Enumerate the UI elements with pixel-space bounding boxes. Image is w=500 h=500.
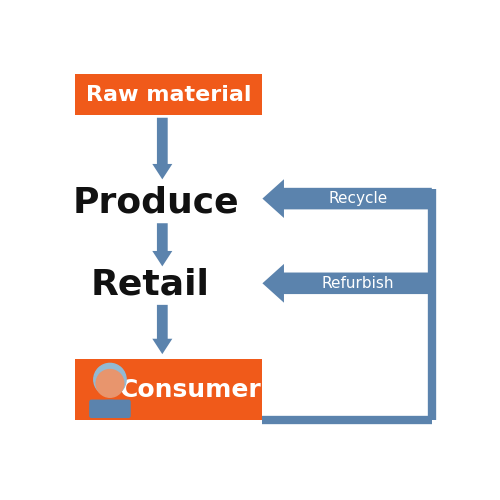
Text: Recycle: Recycle [328,191,388,206]
Polygon shape [152,223,172,266]
Text: Refurbish: Refurbish [322,276,394,291]
FancyBboxPatch shape [89,400,130,418]
Polygon shape [152,305,172,354]
Ellipse shape [92,400,128,417]
Text: Raw material: Raw material [86,84,252,104]
Text: Retail: Retail [90,268,210,302]
Polygon shape [262,264,432,302]
Text: Produce: Produce [73,186,239,220]
FancyBboxPatch shape [76,74,262,116]
Text: Consumer: Consumer [120,378,262,402]
Polygon shape [262,179,432,218]
Circle shape [96,370,124,398]
Polygon shape [152,118,172,180]
Circle shape [94,364,126,396]
FancyBboxPatch shape [76,359,262,420]
